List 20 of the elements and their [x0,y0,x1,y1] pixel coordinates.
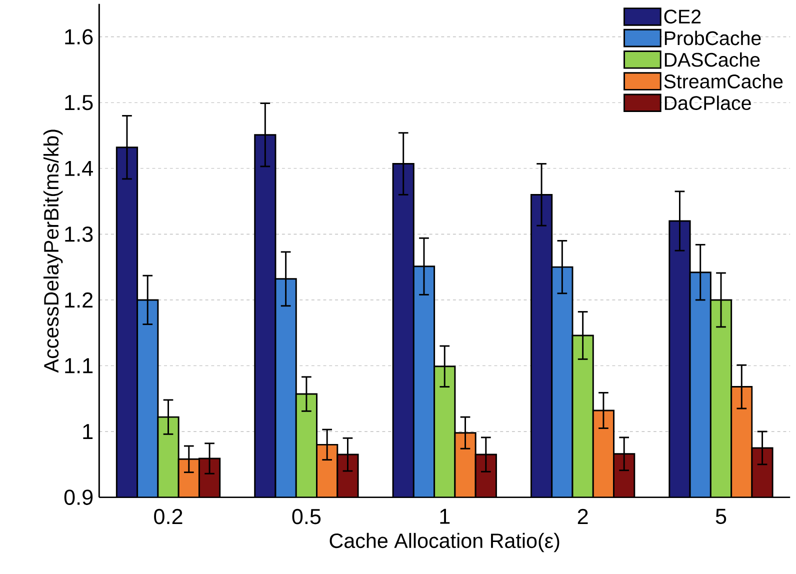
legend-label: StreamCache [664,74,783,88]
y-tick-label: 1.3 [65,226,93,242]
y-axis-title: AccessDelayPerBit(ms/kb) [43,130,63,373]
x-tick-label: 0.5 [292,508,321,524]
y-tick-label: 0.9 [64,490,93,505]
legend-label: DaCPlace [664,96,751,110]
y-tick-label: 1.6 [65,29,93,44]
x-axis-title: Cache Allocation Ratio(ε) [330,532,560,552]
y-tick-label: 1.5 [65,95,93,110]
y-tick-label: 1.2 [65,292,93,308]
y-tick-label: 1.1 [65,358,93,374]
x-tick-label: 2 [578,508,588,524]
x-tick-label: 0.2 [154,508,182,524]
y-tick-label: 1 [83,424,93,439]
legend-label: DASCache [664,52,760,67]
x-tick-label: 5 [716,508,726,524]
y-tick-label: 1.4 [65,160,93,176]
legend-label: CE2 [664,10,701,24]
x-tick-label: 1 [440,508,450,524]
legend-label: ProbCache [664,30,761,46]
